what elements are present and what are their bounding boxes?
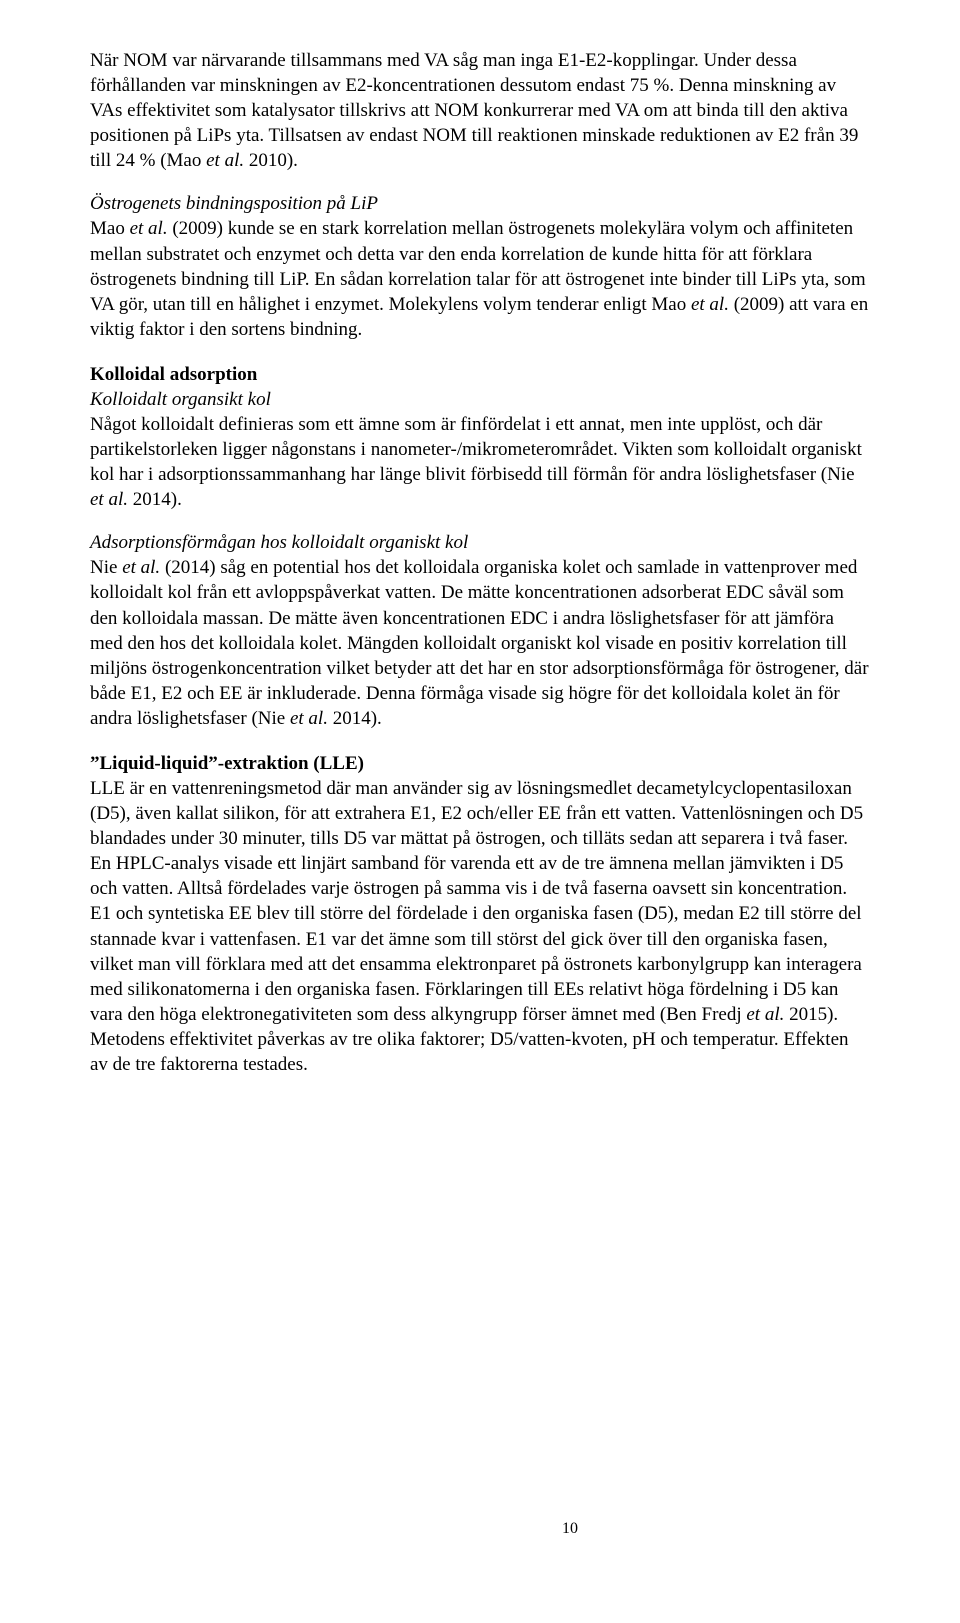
paragraph-1: När NOM var närvarande tillsammans med V… bbox=[90, 48, 870, 173]
text-run: et al. bbox=[691, 294, 729, 315]
text-run: et al. bbox=[206, 150, 244, 171]
heading-colloidal-adsorption: Kolloidal adsorption bbox=[90, 362, 870, 387]
subheading-binding-position: Östrogenets bindningsposition på LiP bbox=[90, 191, 870, 216]
paragraph-4: Nie et al. (2014) såg en potential hos d… bbox=[90, 555, 870, 731]
text-run: et al. bbox=[290, 708, 328, 729]
text-run: et al. bbox=[130, 218, 168, 239]
text-run: (2014) såg en potential hos det kolloida… bbox=[90, 557, 869, 728]
text-run: 2014). bbox=[328, 708, 382, 729]
subheading-adsorption-ability: Adsorptionsförmågan hos kolloidalt organ… bbox=[90, 530, 870, 555]
text-run: et al. bbox=[746, 1004, 784, 1025]
paragraph-5: LLE är en vattenreningsmetod där man anv… bbox=[90, 776, 870, 1077]
text-run: 2014). bbox=[128, 489, 182, 510]
text-run: et al. bbox=[90, 489, 128, 510]
text-run: Nie bbox=[90, 557, 122, 578]
page-number: 10 bbox=[90, 1518, 960, 1539]
text-run: Mao bbox=[90, 218, 130, 239]
paragraph-3: Något kolloidalt definieras som ett ämne… bbox=[90, 412, 870, 512]
text-run: 2010). bbox=[244, 150, 298, 171]
heading-lle: ”Liquid-liquid”-extraktion (LLE) bbox=[90, 751, 870, 776]
text-run: et al. bbox=[122, 557, 160, 578]
text-run: Något kolloidalt definieras som ett ämne… bbox=[90, 414, 862, 485]
subheading-colloidal-carbon: Kolloidalt organsikt kol bbox=[90, 387, 870, 412]
text-run: LLE är en vattenreningsmetod där man anv… bbox=[90, 778, 863, 1025]
paragraph-2: Mao et al. (2009) kunde se en stark korr… bbox=[90, 216, 870, 341]
